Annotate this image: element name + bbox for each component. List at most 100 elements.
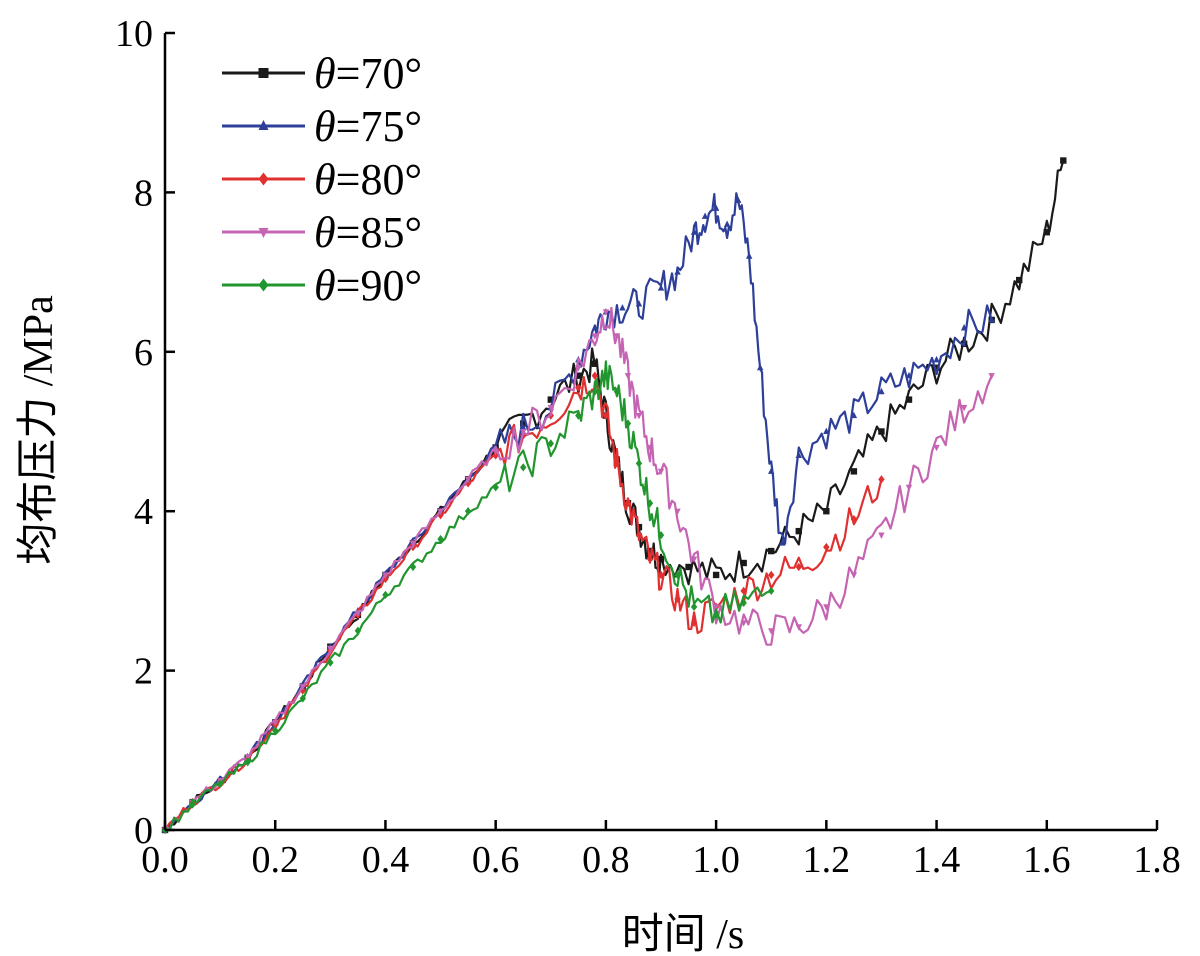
data-point — [701, 212, 709, 219]
data-point — [520, 463, 527, 472]
data-point — [657, 468, 665, 476]
x-tick-label: 1.8 — [1133, 839, 1181, 881]
data-point — [850, 572, 858, 579]
data-point — [602, 309, 610, 316]
data-point — [354, 610, 362, 618]
x-tick-label: 1.0 — [692, 839, 740, 881]
data-point — [878, 475, 885, 484]
data-point — [437, 534, 444, 544]
series-line — [164, 160, 1065, 831]
axes — [163, 33, 1157, 832]
axis-lines — [163, 33, 1157, 832]
legend-label: θ=85° — [314, 208, 422, 257]
series-line — [164, 192, 993, 832]
data-point — [409, 562, 417, 572]
y-tick-label: 10 — [115, 13, 153, 55]
data-point — [575, 411, 582, 420]
data-point — [878, 387, 885, 395]
legend-label: θ=90° — [314, 261, 422, 310]
series-2 — [161, 192, 995, 833]
data-point — [624, 419, 632, 428]
data-point — [492, 483, 499, 492]
data-point — [795, 562, 802, 572]
data-point — [740, 586, 747, 596]
data-point — [745, 252, 753, 259]
data-point — [905, 484, 913, 492]
series-1 — [161, 157, 1067, 834]
data-point — [382, 572, 389, 579]
data-point — [933, 355, 940, 363]
data-point — [712, 571, 720, 579]
data-point — [878, 532, 885, 539]
data-point — [657, 570, 665, 580]
y-tick-label: 6 — [134, 332, 153, 374]
data-point — [216, 779, 224, 788]
data-point — [685, 563, 692, 571]
data-point — [575, 365, 582, 372]
data-point — [712, 204, 720, 211]
data-point — [674, 570, 681, 580]
data-point — [690, 556, 698, 563]
legend-item[interactable]: θ=75° — [222, 102, 422, 151]
data-point — [635, 530, 643, 540]
data-point — [189, 800, 196, 809]
data-point — [591, 371, 599, 380]
x-tick-label: 1.2 — [803, 839, 851, 881]
data-point — [768, 547, 775, 555]
legend-item[interactable]: θ=80° — [222, 155, 422, 204]
data-point — [850, 411, 858, 419]
legend-marker — [258, 68, 269, 78]
data-point — [464, 479, 472, 488]
data-point — [988, 373, 995, 380]
legend-marker — [258, 120, 269, 130]
data-point — [646, 499, 654, 508]
series-3 — [161, 371, 885, 835]
data-point — [690, 602, 698, 611]
data-point — [619, 304, 626, 311]
data-point — [795, 451, 802, 458]
data-point — [712, 604, 720, 611]
data-point — [492, 448, 499, 456]
data-point — [674, 268, 681, 275]
data-point — [327, 645, 334, 653]
data-point — [520, 428, 527, 436]
data-point — [613, 333, 621, 340]
legend-marker — [258, 228, 269, 238]
x-tick-label: 0.4 — [362, 839, 410, 881]
x-axis-title: 时间 /s — [622, 912, 745, 956]
data-point — [740, 559, 747, 567]
data-point — [635, 413, 643, 420]
legend-label: θ=80° — [314, 155, 422, 204]
x-tick-label: 0.2 — [251, 839, 299, 881]
data-point — [646, 554, 654, 564]
data-point — [740, 620, 747, 627]
legend-item[interactable]: θ=70° — [222, 49, 422, 98]
data-point — [464, 507, 472, 516]
data-point — [520, 423, 527, 431]
data-point — [674, 508, 681, 516]
series-5 — [161, 360, 775, 835]
data-point — [299, 683, 306, 691]
data-point — [905, 371, 913, 379]
legend-item[interactable]: θ=85° — [222, 208, 422, 257]
data-point — [272, 719, 279, 727]
data-point — [464, 476, 472, 484]
data-point — [905, 396, 913, 403]
y-tick-label: 4 — [134, 491, 153, 533]
y-tick-label: 2 — [134, 651, 153, 693]
data-point — [613, 387, 621, 396]
data-point — [795, 527, 802, 535]
data-point — [327, 658, 334, 667]
data-point — [712, 610, 720, 619]
legend-marker — [258, 172, 269, 186]
data-point — [1043, 229, 1050, 236]
y-tick-label: 8 — [134, 172, 153, 214]
legend-item[interactable]: θ=90° — [222, 261, 422, 310]
data-point — [657, 555, 665, 563]
data-point — [988, 316, 995, 323]
data-point — [823, 427, 830, 435]
legend[interactable]: θ=70°θ=75°θ=80°θ=85°θ=90° — [222, 49, 422, 310]
data-point — [933, 444, 940, 452]
data-point — [591, 387, 599, 396]
data-point — [768, 586, 775, 596]
